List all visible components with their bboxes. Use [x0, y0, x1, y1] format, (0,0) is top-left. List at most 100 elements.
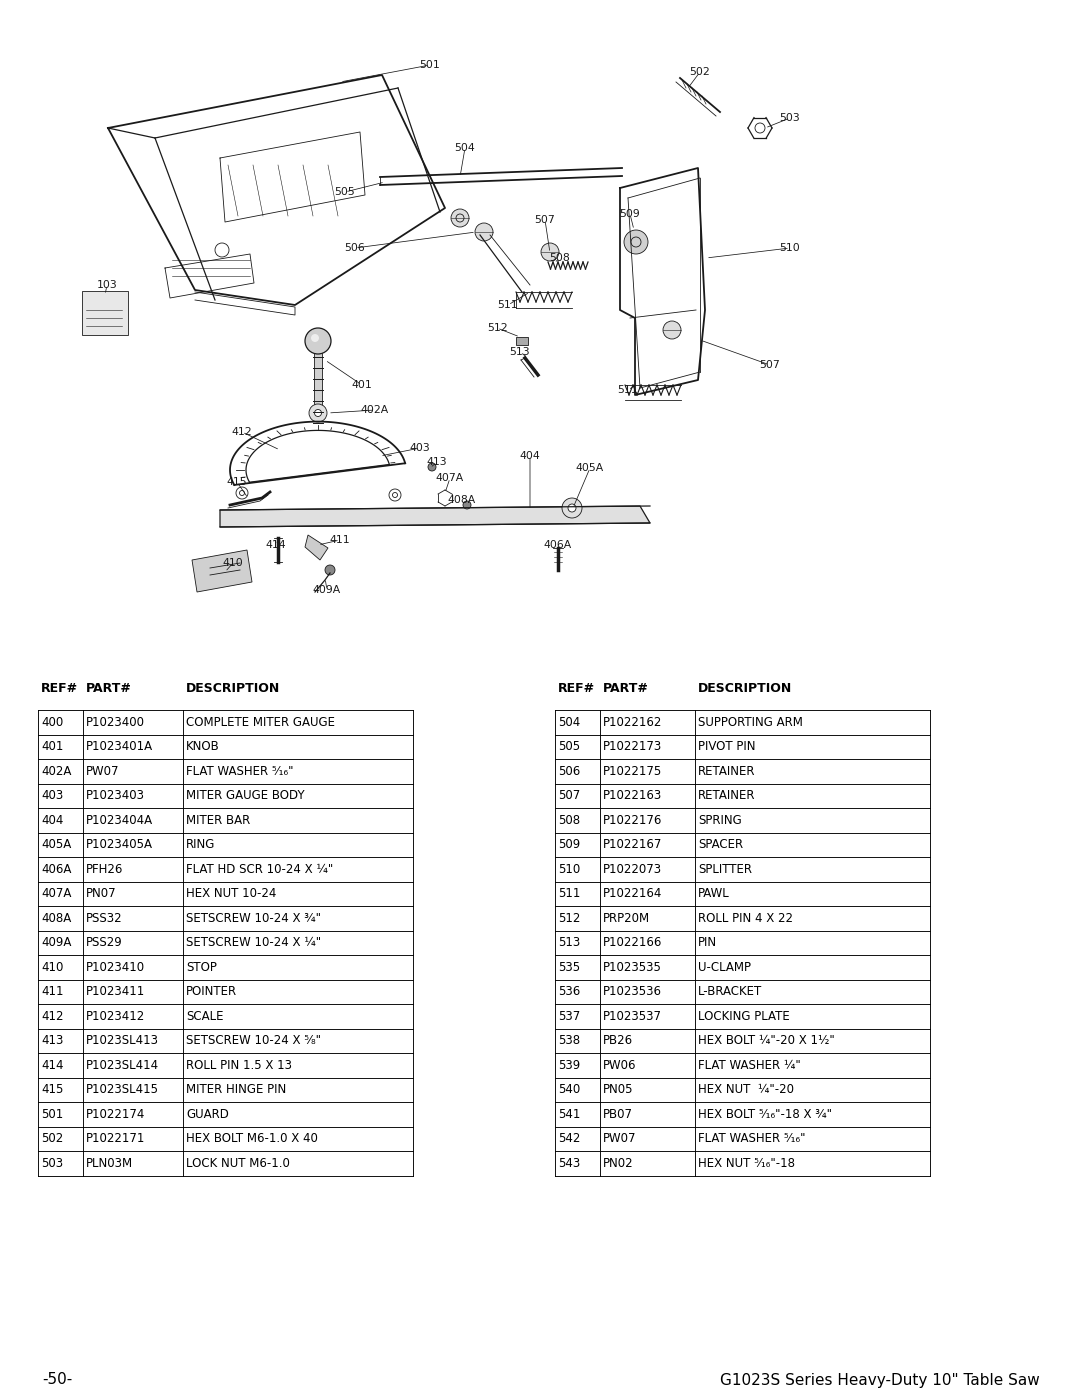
Circle shape: [311, 409, 323, 420]
Text: 512: 512: [558, 912, 580, 925]
Text: SCALE: SCALE: [186, 1010, 224, 1023]
Text: 511: 511: [498, 300, 518, 310]
Polygon shape: [314, 353, 322, 412]
Text: DESCRIPTION: DESCRIPTION: [186, 682, 280, 694]
Circle shape: [475, 224, 492, 242]
Circle shape: [624, 231, 648, 254]
Text: HEX BOLT ⁵⁄₁₆"-18 X ¾": HEX BOLT ⁵⁄₁₆"-18 X ¾": [698, 1108, 832, 1120]
Text: P1022164: P1022164: [603, 887, 662, 900]
Text: SPACER: SPACER: [698, 838, 743, 851]
Text: P1022173: P1022173: [603, 740, 662, 753]
Text: HEX NUT 10-24: HEX NUT 10-24: [186, 887, 276, 900]
Text: 415: 415: [41, 1083, 64, 1097]
Text: 509: 509: [620, 210, 640, 219]
Text: 404: 404: [41, 813, 64, 827]
Text: 535: 535: [558, 961, 580, 974]
Circle shape: [568, 504, 576, 511]
Text: U-CLAMP: U-CLAMP: [698, 961, 751, 974]
Text: -50-: -50-: [42, 1372, 72, 1387]
Text: 541: 541: [558, 1108, 580, 1120]
Text: 412: 412: [232, 427, 253, 437]
Text: SUPPORTING ARM: SUPPORTING ARM: [698, 715, 802, 729]
Text: 414: 414: [41, 1059, 64, 1071]
Text: P1023535: P1023535: [603, 961, 662, 974]
Text: HEX BOLT M6-1.0 X 40: HEX BOLT M6-1.0 X 40: [186, 1132, 318, 1146]
Text: P1023403: P1023403: [86, 789, 145, 802]
Text: FLAT HD SCR 10-24 X ¼": FLAT HD SCR 10-24 X ¼": [186, 863, 334, 876]
Text: STOP: STOP: [186, 961, 217, 974]
Text: 512: 512: [487, 323, 508, 332]
Text: 509: 509: [558, 838, 580, 851]
Text: P1023SL413: P1023SL413: [86, 1034, 159, 1048]
Text: 407A: 407A: [41, 887, 71, 900]
Text: 413: 413: [41, 1034, 64, 1048]
Text: RING: RING: [186, 838, 215, 851]
Text: PW06: PW06: [603, 1059, 636, 1071]
Text: 103: 103: [96, 279, 118, 291]
Text: 539: 539: [558, 1059, 580, 1071]
Text: 405A: 405A: [576, 462, 604, 474]
Text: REF#: REF#: [558, 682, 595, 694]
Text: POINTER: POINTER: [186, 985, 238, 999]
Text: P1022073: P1022073: [603, 863, 662, 876]
Text: LOCKING PLATE: LOCKING PLATE: [698, 1010, 789, 1023]
Text: 510: 510: [780, 243, 800, 253]
Circle shape: [428, 462, 436, 471]
Text: PFH26: PFH26: [86, 863, 123, 876]
Text: MITER HINGE PIN: MITER HINGE PIN: [186, 1083, 286, 1097]
Text: PW07: PW07: [603, 1132, 636, 1146]
Text: PRP20M: PRP20M: [603, 912, 650, 925]
Text: 411: 411: [41, 985, 64, 999]
Text: 540: 540: [558, 1083, 580, 1097]
Text: ROLL PIN 1.5 X 13: ROLL PIN 1.5 X 13: [186, 1059, 292, 1071]
Polygon shape: [220, 506, 650, 527]
Text: 503: 503: [780, 113, 800, 123]
Text: 536: 536: [558, 985, 580, 999]
Text: 413: 413: [427, 457, 447, 467]
Text: PART#: PART#: [86, 682, 132, 694]
Text: 410: 410: [222, 557, 243, 569]
Text: P1023410: P1023410: [86, 961, 145, 974]
Text: HEX NUT ⁵⁄₁₆"-18: HEX NUT ⁵⁄₁₆"-18: [698, 1157, 795, 1169]
Circle shape: [541, 243, 559, 261]
Text: P1023405A: P1023405A: [86, 838, 153, 851]
Polygon shape: [305, 535, 328, 560]
Text: KNOB: KNOB: [186, 740, 219, 753]
Text: GUARD: GUARD: [186, 1108, 229, 1120]
Text: P1023404A: P1023404A: [86, 813, 153, 827]
Text: PW07: PW07: [86, 764, 120, 778]
Text: 409A: 409A: [313, 585, 341, 595]
Text: 542: 542: [558, 1132, 580, 1146]
Text: 507: 507: [558, 789, 580, 802]
Text: 501: 501: [41, 1108, 64, 1120]
Circle shape: [663, 321, 681, 339]
Text: 408A: 408A: [448, 495, 476, 504]
Text: RETAINER: RETAINER: [698, 789, 756, 802]
Circle shape: [305, 328, 330, 353]
Text: PN02: PN02: [603, 1157, 634, 1169]
Text: G1023S Series Heavy-Duty 10" Table Saw: G1023S Series Heavy-Duty 10" Table Saw: [720, 1372, 1040, 1387]
Text: 405A: 405A: [41, 838, 71, 851]
Text: 510: 510: [558, 863, 580, 876]
Text: SETSCREW 10-24 X ¾": SETSCREW 10-24 X ¾": [186, 912, 321, 925]
Text: P1023SL414: P1023SL414: [86, 1059, 159, 1071]
Text: P1022167: P1022167: [603, 838, 662, 851]
Bar: [82, 291, 129, 335]
Text: 503: 503: [41, 1157, 63, 1169]
Text: 538: 538: [558, 1034, 580, 1048]
Text: 409A: 409A: [41, 936, 71, 949]
Circle shape: [451, 210, 469, 226]
Text: PSS29: PSS29: [86, 936, 123, 949]
Text: LOCK NUT M6-1.0: LOCK NUT M6-1.0: [186, 1157, 289, 1169]
Text: 406A: 406A: [544, 541, 572, 550]
Text: 505: 505: [335, 187, 355, 197]
Text: 401: 401: [41, 740, 64, 753]
Circle shape: [562, 497, 582, 518]
Text: 408A: 408A: [41, 912, 71, 925]
Text: PIVOT PIN: PIVOT PIN: [698, 740, 756, 753]
Text: 400: 400: [41, 715, 64, 729]
Text: PSS32: PSS32: [86, 912, 123, 925]
Text: 511: 511: [558, 887, 580, 900]
Text: P1022171: P1022171: [86, 1132, 146, 1146]
Text: SPRING: SPRING: [698, 813, 742, 827]
